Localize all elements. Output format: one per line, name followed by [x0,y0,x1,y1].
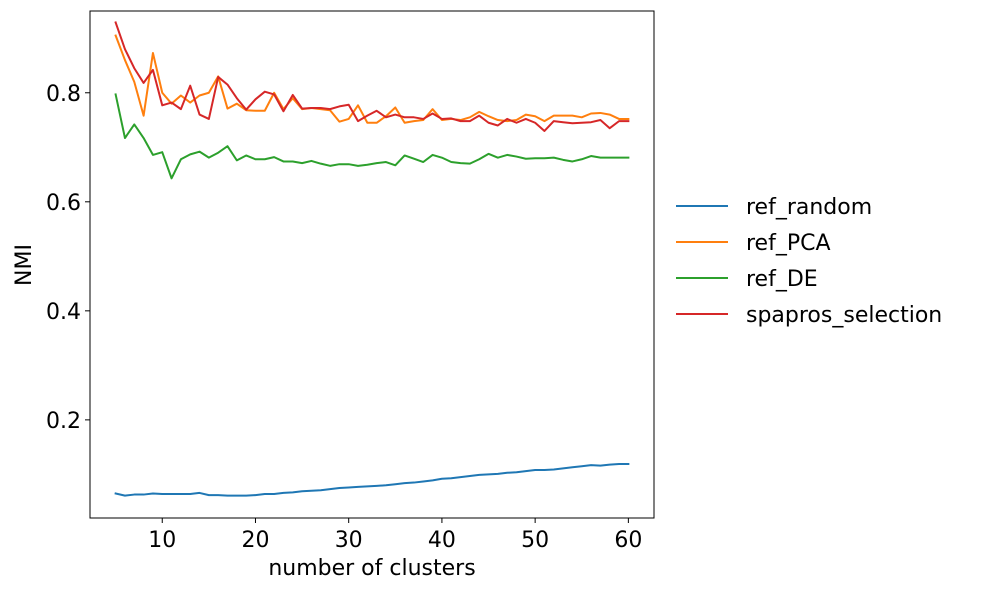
y-axis-label: NMI [12,244,37,286]
x-axis: 10 20 30 40 50 60 [148,518,642,553]
x-tick-label: 30 [335,528,363,553]
y-tick-label: 0.2 [46,409,81,434]
series-line-ref-de [114,93,630,180]
legend-label: spapros_selection [746,303,942,328]
legend: ref_random ref_PCA ref_DE spapros_selection [676,195,942,328]
series-line-ref-pca [114,34,630,124]
x-axis-label: number of clusters [268,556,475,581]
y-tick-label: 0.6 [46,191,81,216]
y-axis: 0.2 0.4 0.6 0.8 [46,82,90,434]
plot-frame [89,10,655,519]
x-tick-label: 10 [148,528,176,553]
x-tick-label: 20 [241,528,269,553]
x-tick-label: 60 [614,528,642,553]
x-tick-label: 50 [521,528,549,553]
legend-label: ref_random [746,195,872,220]
legend-label: ref_DE [746,267,818,292]
series-line-spapros-selection [114,21,630,132]
y-tick-label: 0.8 [46,82,81,107]
legend-label: ref_PCA [746,231,831,256]
plot-lines [114,21,630,497]
series-line-ref-random [114,463,630,497]
y-tick-label: 0.4 [46,300,81,325]
x-tick-label: 40 [428,528,456,553]
